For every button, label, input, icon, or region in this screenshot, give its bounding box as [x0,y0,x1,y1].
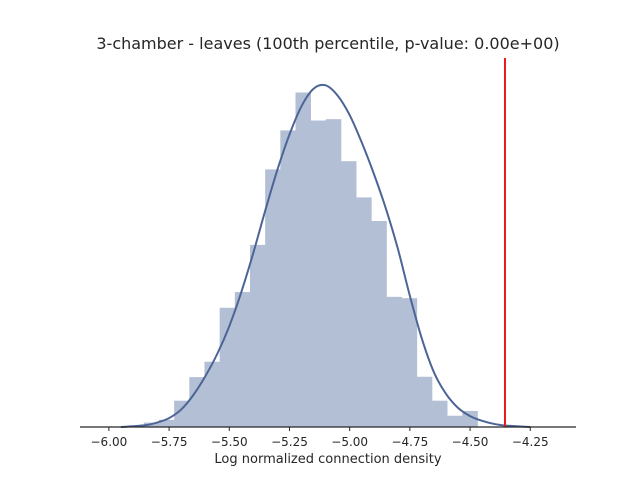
histogram-bar [234,292,251,427]
histogram-bar [432,400,448,427]
histogram-bar [204,361,220,427]
x-tick-label: −5.25 [271,435,308,449]
histogram-bar [356,197,372,427]
histogram-bar [341,161,357,427]
histogram-bar [401,298,418,427]
histogram-bar [325,119,342,427]
x-tick-label: −4.50 [452,435,489,449]
histogram-bar [310,120,327,427]
histogram-bar [189,377,205,427]
histogram-bar [158,419,175,427]
histogram-bar [249,244,266,427]
x-tick-label: −4.75 [391,435,428,449]
x-tick-label: −4.25 [512,435,549,449]
chart-title: 3-chamber - leaves (100th percentile, p-… [96,34,559,53]
histogram-bar [265,169,281,427]
histogram-bar [295,92,311,427]
histogram-bar [416,376,433,427]
histogram-bar [447,415,463,427]
x-tick-label: −5.00 [331,435,368,449]
histogram-bar [174,400,190,427]
histogram-bars [143,92,478,427]
x-tick-label: −5.50 [211,435,248,449]
histogram-bar [371,220,387,427]
x-tick-label: −5.75 [151,435,188,449]
histogram-bar [386,296,402,427]
x-tick-label: −6.00 [91,435,128,449]
histogram-bar [280,130,296,427]
x-axis-label: Log normalized connection density [214,452,441,467]
histogram-bar [219,307,236,427]
x-ticks: −6.00 −5.75 −5.50 −5.25 −5.00 −4.75 −4.50 −4.25 [91,427,549,449]
kde-curve [120,83,531,428]
